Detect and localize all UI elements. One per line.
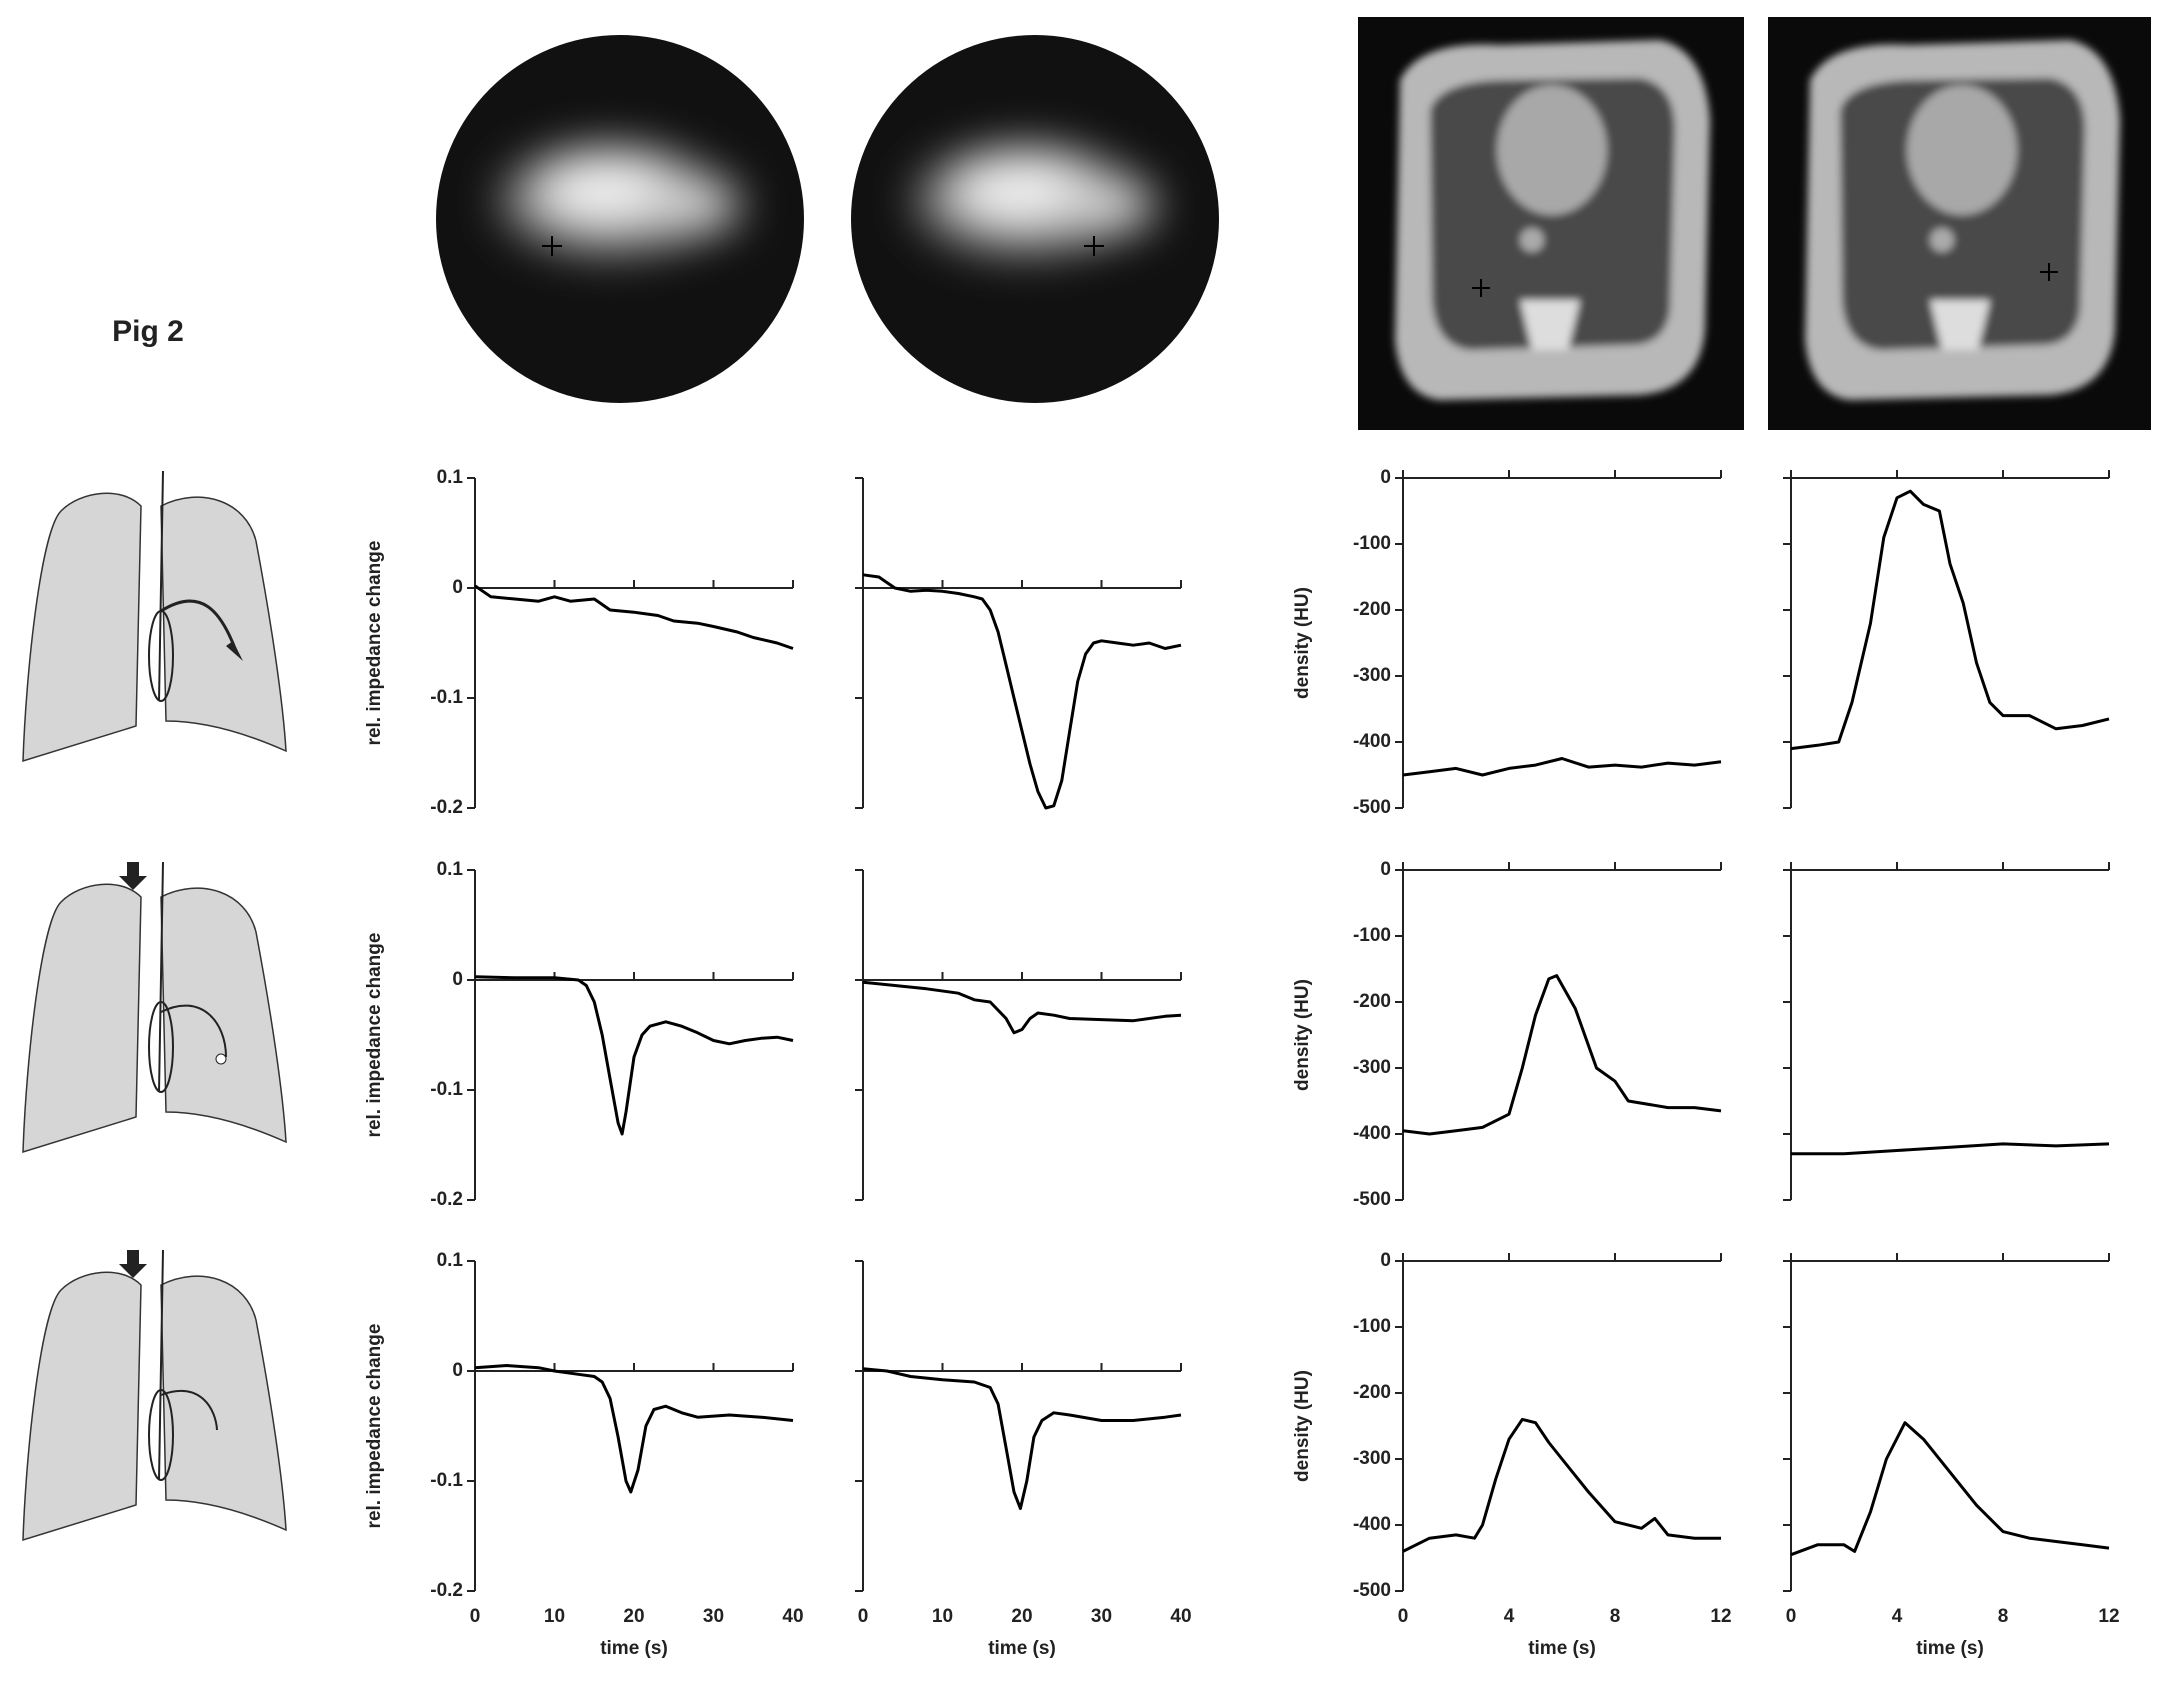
y-tick-label: 0: [452, 1360, 463, 1381]
y-tick-label: -400: [1353, 1123, 1391, 1144]
x-axis-label: time (s): [988, 1638, 1056, 1659]
x-tick-label: 30: [1091, 1606, 1112, 1627]
y-tick-label: -300: [1353, 1057, 1391, 1078]
x-tick-label: 20: [623, 1606, 644, 1627]
x-tick-label: 8: [1610, 1606, 1621, 1627]
y-tick-label: -200: [1353, 991, 1391, 1012]
y-axis-label: density (HU): [1292, 587, 1313, 699]
y-tick-label: -0.2: [430, 1189, 463, 1210]
y-tick-label: -100: [1353, 533, 1391, 554]
x-tick-label: 8: [1998, 1606, 2009, 1627]
x-tick-label: 30: [703, 1606, 724, 1627]
data-line: [1791, 1142, 2110, 1156]
figure-label: Pig 2: [112, 315, 184, 348]
ct-image: [1768, 17, 2151, 430]
y-tick-label: 0: [1380, 859, 1391, 880]
y-axis-label: density (HU): [1292, 979, 1313, 1091]
x-tick-label: 20: [1011, 1606, 1032, 1627]
y-tick-label: -300: [1353, 1448, 1391, 1469]
y-tick-label: 0: [452, 577, 463, 598]
y-tick-label: -300: [1353, 665, 1391, 686]
data-line: [474, 975, 794, 1136]
y-tick-label: -400: [1353, 1514, 1391, 1535]
data-line: [1402, 1417, 1721, 1553]
x-tick-label: 40: [782, 1606, 803, 1627]
y-axis-label: rel. impedance change: [364, 933, 385, 1138]
data-line: [474, 584, 794, 650]
x-tick-label: 0: [858, 1606, 869, 1627]
y-tick-label: -100: [1353, 1316, 1391, 1337]
x-tick-label: 40: [1170, 1606, 1191, 1627]
x-tick-label: 0: [1786, 1606, 1797, 1627]
data-line: [1790, 1421, 2110, 1557]
ct-image: [1358, 17, 1744, 430]
data-line: [862, 980, 1182, 1035]
x-tick-label: 12: [1710, 1606, 1731, 1627]
y-tick-label: 0.1: [437, 1250, 464, 1271]
x-axis-label: time (s): [1916, 1638, 1984, 1659]
data-line: [862, 573, 1182, 810]
data-line: [1402, 757, 1722, 777]
y-tick-label: 0: [1380, 1250, 1391, 1271]
y-axis-label: density (HU): [1292, 1370, 1313, 1482]
x-tick-label: 0: [470, 1606, 481, 1627]
x-tick-label: 0: [1398, 1606, 1409, 1627]
y-tick-label: -0.1: [430, 1470, 463, 1491]
y-tick-label: 0.1: [437, 859, 464, 880]
y-tick-label: -0.2: [430, 797, 463, 818]
y-tick-label: -500: [1353, 1189, 1391, 1210]
x-tick-label: 10: [932, 1606, 953, 1627]
y-tick-label: 0.1: [437, 467, 464, 488]
y-tick-label: -500: [1353, 1580, 1391, 1601]
y-tick-label: -500: [1353, 797, 1391, 818]
data-line: [474, 1364, 794, 1494]
y-tick-label: -0.1: [430, 1079, 463, 1100]
y-axis-label: rel. impedance change: [364, 1324, 385, 1529]
y-axis-label: rel. impedance change: [364, 541, 385, 746]
x-tick-label: 4: [1892, 1606, 1903, 1627]
y-tick-label: -200: [1353, 599, 1391, 620]
data-line: [1790, 489, 2110, 751]
y-tick-label: -100: [1353, 925, 1391, 946]
y-tick-label: -400: [1353, 731, 1391, 752]
eit-image: [851, 35, 1219, 403]
lung-diagram: [22, 470, 287, 763]
eit-image: [436, 35, 804, 403]
lung-diagram: [22, 861, 287, 1154]
x-tick-label: 12: [2098, 1606, 2119, 1627]
y-tick-label: -200: [1353, 1382, 1391, 1403]
y-tick-label: -0.1: [430, 687, 463, 708]
lung-diagram: [22, 1249, 287, 1542]
x-axis-label: time (s): [600, 1638, 668, 1659]
data-line: [1402, 974, 1722, 1136]
x-axis-label: time (s): [1528, 1638, 1596, 1659]
y-tick-label: 0: [452, 969, 463, 990]
x-tick-label: 4: [1504, 1606, 1515, 1627]
y-tick-label: -0.2: [430, 1580, 463, 1601]
data-line: [862, 1367, 1182, 1510]
x-tick-label: 10: [544, 1606, 565, 1627]
y-tick-label: 0: [1380, 467, 1391, 488]
